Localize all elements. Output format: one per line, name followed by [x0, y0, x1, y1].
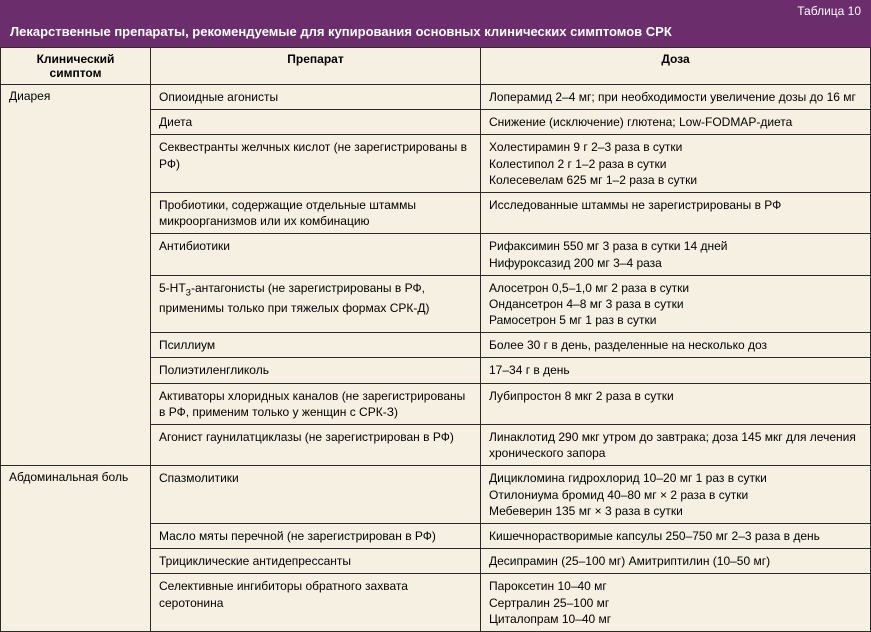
drug-text: Секвестранты желчных кислот (не зарегист… [159, 139, 472, 171]
drug-text: Антибиотики [159, 238, 472, 254]
col-header-drug: Препарат [151, 48, 481, 85]
dose-text: Линаклотид 290 мкг утром до завтрака; до… [489, 429, 862, 461]
dose-text: 17–34 г в день [489, 362, 862, 378]
dose-text: Лоперамид 2–4 мг; при необходимости увел… [489, 89, 862, 105]
dose-text: Мебеверин 135 мг × 3 раза в сутки [489, 503, 862, 519]
dose-cell: Исследованные штаммы не зарегистрированы… [481, 192, 871, 233]
dose-cell: Дицикломина гидрохлорид 10–20 мг 1 раз в… [481, 466, 871, 524]
dose-text: Снижение (исключение) глютена; Low-FODMA… [489, 114, 862, 130]
drug-cell: Псиллиум [151, 333, 481, 358]
drug-cell: 5-HT3-антагонисты (не зарегистрированы в… [151, 275, 481, 333]
drug-cell: Спазмолитики [151, 466, 481, 524]
drug-cell: Масло мяты перечной (не зарегистрирован … [151, 523, 481, 548]
drug-cell: Активаторы хлоридных каналов (не зарегис… [151, 383, 481, 424]
dose-text: Алосетрон 0,5–1,0 мг 2 раза в сутки [489, 280, 862, 296]
col-header-dose: Доза [481, 48, 871, 85]
dose-text: Циталопрам 10–40 мг [489, 611, 862, 627]
table-row: Абдоминальная больСпазмолитикиДицикломин… [1, 466, 871, 524]
dose-cell: Снижение (исключение) глютена; Low-FODMA… [481, 110, 871, 135]
drug-text: 5-HT3-антагонисты (не зарегистрированы в… [159, 280, 472, 317]
drug-cell: Антибиотики [151, 234, 481, 275]
dose-text: Кишечнорастворимые капсулы 250–750 мг 2–… [489, 528, 862, 544]
dose-text: Холестирамин 9 г 2–3 раза в сутки [489, 139, 862, 155]
drug-cell: Трициклические антидепрессанты [151, 549, 481, 574]
dose-cell: 17–34 г в день [481, 358, 871, 383]
drug-text: Диета [159, 114, 472, 130]
drug-text: Масло мяты перечной (не зарегистрирован … [159, 528, 472, 544]
dose-text: Отилониума бромид 40–80 мг × 2 раза в су… [489, 487, 862, 503]
dose-cell: Лоперамид 2–4 мг; при необходимости увел… [481, 85, 871, 110]
dose-cell: Лубипростон 8 мкг 2 раза в сутки [481, 383, 871, 424]
dose-text: Сертралин 25–100 мг [489, 595, 862, 611]
drug-text: Полиэтиленгликоль [159, 362, 472, 378]
dose-cell: Более 30 г в день, разделенные на нескол… [481, 333, 871, 358]
drug-cell: Секвестранты желчных кислот (не зарегист… [151, 135, 481, 193]
drug-text: Псиллиум [159, 337, 472, 353]
dose-text: Пароксетин 10–40 мг [489, 578, 862, 594]
dose-cell: Пароксетин 10–40 мгСертралин 25–100 мгЦи… [481, 574, 871, 632]
dose-text: Колесевелам 625 мг 1–2 раза в сутки [489, 172, 862, 188]
dose-cell: Алосетрон 0,5–1,0 мг 2 раза в суткиОндан… [481, 275, 871, 333]
drug-text: Пробиотики, содержащие отдельные штаммы … [159, 197, 472, 229]
drug-text: Активаторы хлоридных каналов (не зарегис… [159, 388, 472, 420]
drug-text: Агонист гаунилатциклазы (не зарегистриро… [159, 429, 472, 445]
dose-text: Рифаксимин 550 мг 3 раза в сутки 14 дней [489, 238, 862, 254]
col-header-symptom: Клинический симптом [1, 48, 151, 85]
dose-text: Лубипростон 8 мкг 2 раза в сутки [489, 388, 862, 404]
table-row: ДиареяОпиоидные агонистыЛоперамид 2–4 мг… [1, 85, 871, 110]
drug-text: Спазмолитики [159, 470, 472, 486]
drug-text: Опиоидные агонисты [159, 89, 472, 105]
dose-cell: Линаклотид 290 мкг утром до завтрака; до… [481, 425, 871, 466]
dose-cell: Холестирамин 9 г 2–3 раза в суткиКолести… [481, 135, 871, 193]
table-container: Таблица 10 Лекарственные препараты, реко… [0, 0, 871, 632]
drug-cell: Селективные ингибиторы обратного захвата… [151, 574, 481, 632]
drug-cell: Опиоидные агонисты [151, 85, 481, 110]
dose-text: Ондансетрон 4–8 мг 3 раза в сутки [489, 296, 862, 312]
dose-cell: Кишечнорастворимые капсулы 250–750 мг 2–… [481, 523, 871, 548]
drug-cell: Полиэтиленгликоль [151, 358, 481, 383]
drug-table: Клинический симптом Препарат Доза Диарея… [0, 47, 871, 632]
symptom-cell: Диарея [1, 85, 151, 466]
drug-text: Трициклические антидепрессанты [159, 553, 472, 569]
table-caption: Таблица 10 [0, 0, 871, 20]
table-header-row: Клинический симптом Препарат Доза [1, 48, 871, 85]
drug-cell: Диета [151, 110, 481, 135]
symptom-cell: Абдоминальная боль [1, 466, 151, 632]
table-body: Диарея Опиоидные агонисты Лоперамид 2–4 мг… [1, 85, 871, 632]
dose-text: Более 30 г в день, разделенные на нескол… [489, 337, 862, 353]
drug-text: Селективные ингибиторы обратного захвата… [159, 578, 472, 610]
dose-cell: Рифаксимин 550 мг 3 раза в сутки 14 дней… [481, 234, 871, 275]
drug-cell: Агонист гаунилатциклазы (не зарегистриро… [151, 425, 481, 466]
dose-text: Рамосетрон 5 мг 1 раз в сутки [489, 312, 862, 328]
dose-text: Нифуроксазид 200 мг 3–4 раза [489, 255, 862, 271]
dose-text: Исследованные штаммы не зарегистрированы… [489, 197, 862, 213]
dose-text: Десипрамин (25–100 мг) Амитриптилин (10–… [489, 553, 862, 569]
dose-cell: Десипрамин (25–100 мг) Амитриптилин (10–… [481, 549, 871, 574]
table-title: Лекарственные препараты, рекомендуемые д… [0, 20, 871, 47]
dose-text: Дицикломина гидрохлорид 10–20 мг 1 раз в… [489, 470, 862, 486]
dose-text: Колестипол 2 г 1–2 раза в сутки [489, 156, 862, 172]
drug-cell: Пробиотики, содержащие отдельные штаммы … [151, 192, 481, 233]
